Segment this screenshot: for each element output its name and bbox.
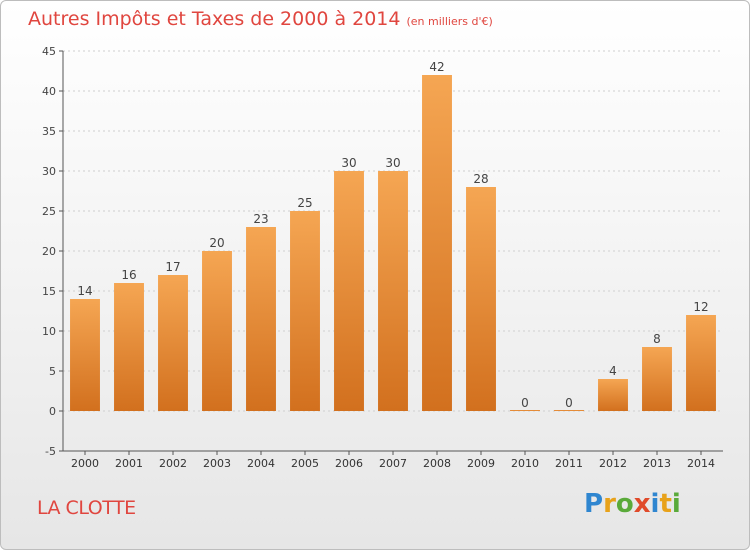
bar-value-label: 23 bbox=[253, 212, 268, 226]
logo-letter: i bbox=[671, 489, 681, 519]
bar-value-label: 4 bbox=[609, 364, 617, 378]
x-tick-label: 2008 bbox=[423, 457, 451, 470]
bar-value-label: 0 bbox=[565, 396, 573, 410]
proxiti-logo: Proxiti bbox=[584, 489, 681, 519]
chart-title-text: Autres Impôts et Taxes de 2000 à 2014 bbox=[28, 8, 401, 30]
bar-value-label: 0 bbox=[521, 396, 529, 410]
commune-name: LA CLOTTE bbox=[37, 497, 136, 519]
x-tick-label: 2003 bbox=[203, 457, 231, 470]
bar bbox=[642, 347, 672, 411]
x-tick-label: 2006 bbox=[335, 457, 363, 470]
bar-value-label: 16 bbox=[121, 268, 136, 282]
logo-letter: P bbox=[584, 489, 604, 519]
x-tick-label: 2014 bbox=[687, 457, 715, 470]
bar bbox=[378, 171, 408, 411]
bar-value-label: 8 bbox=[653, 332, 661, 346]
y-tick-label: 35 bbox=[42, 125, 56, 138]
y-tick-label: 5 bbox=[49, 365, 56, 378]
logo-letter: o bbox=[615, 489, 634, 519]
x-tick-label: 2011 bbox=[555, 457, 583, 470]
bar-value-label: 42 bbox=[429, 60, 444, 74]
logo-letter: x bbox=[633, 489, 651, 519]
bar bbox=[158, 275, 188, 411]
x-tick-label: 2001 bbox=[115, 457, 143, 470]
bar-value-label: 30 bbox=[341, 156, 356, 170]
bar bbox=[510, 410, 540, 411]
x-tick-label: 2007 bbox=[379, 457, 407, 470]
x-tick-label: 2000 bbox=[71, 457, 99, 470]
bar bbox=[290, 211, 320, 411]
x-tick-label: 2002 bbox=[159, 457, 187, 470]
bar-value-label: 25 bbox=[297, 196, 312, 210]
chart-title: Autres Impôts et Taxes de 2000 à 2014 (en… bbox=[28, 8, 493, 30]
y-tick-label: 10 bbox=[42, 325, 56, 338]
x-tick-label: 2009 bbox=[467, 457, 495, 470]
bar-value-label: 20 bbox=[209, 236, 224, 250]
bar bbox=[246, 227, 276, 411]
y-tick-label: 15 bbox=[42, 285, 56, 298]
bar-value-label: 30 bbox=[385, 156, 400, 170]
logo-letter: t bbox=[659, 489, 672, 519]
x-tick-label: 2013 bbox=[643, 457, 671, 470]
logo-letter: i bbox=[650, 489, 660, 519]
bar-value-label: 28 bbox=[473, 172, 488, 186]
x-tick-label: 2010 bbox=[511, 457, 539, 470]
y-tick-label: 45 bbox=[42, 45, 56, 58]
bar bbox=[598, 379, 628, 411]
x-tick-label: 2012 bbox=[599, 457, 627, 470]
y-tick-label: 20 bbox=[42, 245, 56, 258]
bar bbox=[686, 315, 716, 411]
x-tick-label: 2004 bbox=[247, 457, 275, 470]
bar-value-label: 17 bbox=[165, 260, 180, 274]
bar bbox=[334, 171, 364, 411]
x-tick-label: 2005 bbox=[291, 457, 319, 470]
y-tick-label: 30 bbox=[42, 165, 56, 178]
bar-value-label: 12 bbox=[693, 300, 708, 314]
y-tick-label: 40 bbox=[42, 85, 56, 98]
bar bbox=[466, 187, 496, 411]
bar bbox=[554, 410, 584, 411]
bar bbox=[70, 299, 100, 411]
bar-value-label: 14 bbox=[77, 284, 92, 298]
bar bbox=[202, 251, 232, 411]
chart-subtitle: (en milliers d'€) bbox=[406, 15, 493, 28]
bar bbox=[114, 283, 144, 411]
y-tick-label: -5 bbox=[45, 445, 56, 458]
logo-letter: r bbox=[603, 489, 616, 519]
y-tick-label: 25 bbox=[42, 205, 56, 218]
y-tick-label: 0 bbox=[49, 405, 56, 418]
bar bbox=[422, 75, 452, 411]
